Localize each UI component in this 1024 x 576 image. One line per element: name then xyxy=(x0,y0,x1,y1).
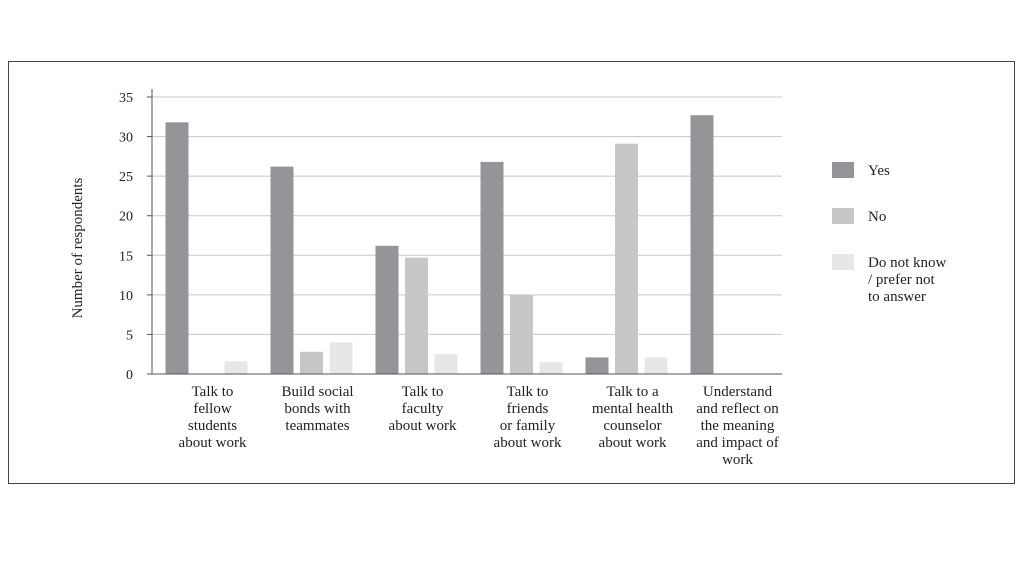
y-tick-label: 20 xyxy=(119,210,133,225)
bar-do-not-know xyxy=(539,362,563,374)
x-tick-label: Understand xyxy=(703,384,773,400)
bar-no xyxy=(405,257,428,374)
y-tick-label: 15 xyxy=(119,249,133,264)
y-tick-labels: 0 5 10 15 20 25 30 35 xyxy=(119,91,133,383)
bar-yes xyxy=(690,115,714,375)
legend-swatch xyxy=(832,254,854,270)
x-tick-label: fellow xyxy=(193,401,231,417)
x-tick-label: work xyxy=(722,452,753,468)
bar-no xyxy=(615,143,638,374)
x-tick-label: Talk to a xyxy=(606,384,659,400)
x-tick-label: Build social xyxy=(281,384,353,400)
x-tick-label: about work xyxy=(179,435,247,451)
bar-yes xyxy=(585,357,609,374)
bar-yes xyxy=(270,166,294,374)
bars xyxy=(165,115,714,375)
x-tick-label: teammates xyxy=(285,418,349,434)
bar-do-not-know xyxy=(329,342,353,374)
chart-frame xyxy=(8,61,1015,484)
legend-label: Do not know xyxy=(868,255,947,271)
bar-do-not-know xyxy=(224,361,248,374)
y-tick-label: 0 xyxy=(126,368,133,383)
x-tick-label: faculty xyxy=(402,401,444,417)
x-tick-label: about work xyxy=(599,435,667,451)
y-tick-label: 35 xyxy=(119,91,133,106)
bar-no xyxy=(510,294,533,374)
y-tick-label: 30 xyxy=(119,131,133,146)
y-tick-label: 25 xyxy=(119,170,133,185)
legend-swatch xyxy=(832,162,854,178)
legend-label: Yes xyxy=(868,163,890,179)
legend-label: No xyxy=(868,209,886,225)
legend-swatch xyxy=(832,208,854,224)
bar-yes xyxy=(375,245,399,374)
x-tick-label: Talk to xyxy=(402,384,444,400)
x-tick-label: mental health xyxy=(592,401,674,417)
bar-yes xyxy=(165,122,189,374)
x-tick-label: Talk to xyxy=(507,384,549,400)
x-tick-label: and impact of xyxy=(696,435,778,451)
x-tick-label: or family xyxy=(500,418,556,434)
y-axis-label: Number of respondents xyxy=(70,177,86,318)
x-tick-label: Talk to xyxy=(192,384,234,400)
y-tick-label: 5 xyxy=(126,328,133,343)
x-tick-label: about work xyxy=(389,418,457,434)
y-tick-label: 10 xyxy=(119,289,133,304)
x-tick-label: and reflect on xyxy=(696,401,779,417)
x-tick-label: students xyxy=(188,418,237,434)
x-tick-label: bonds with xyxy=(284,401,351,417)
x-tick-label: about work xyxy=(494,435,562,451)
bar-do-not-know xyxy=(434,354,458,374)
bar-no xyxy=(300,351,323,374)
gridlines xyxy=(152,96,782,335)
x-tick-label: friends xyxy=(507,401,549,417)
x-tick-label: the meaning xyxy=(701,418,775,434)
bar-do-not-know xyxy=(644,357,668,374)
legend-label: / prefer not xyxy=(868,272,935,288)
x-tick-label: counselor xyxy=(603,418,661,434)
legend-label: to answer xyxy=(868,289,926,305)
bar-yes xyxy=(480,161,504,374)
axes xyxy=(147,89,782,375)
